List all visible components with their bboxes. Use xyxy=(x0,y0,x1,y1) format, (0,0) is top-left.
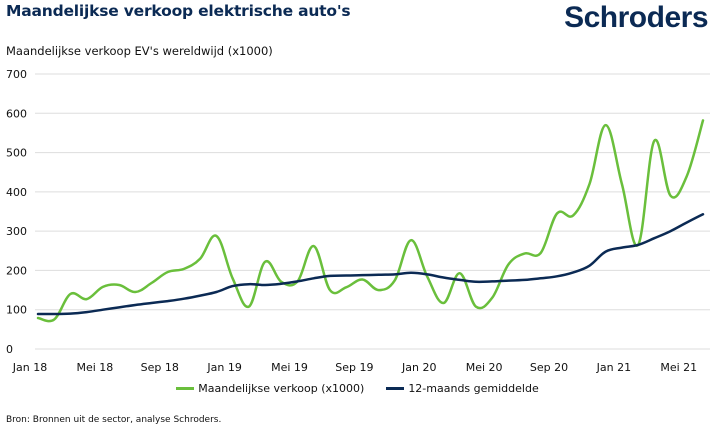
y-tick-label: 500 xyxy=(6,147,27,160)
chart-title: Maandelijkse verkoop elektrische auto's xyxy=(6,2,351,20)
x-tick-label: Mei 20 xyxy=(466,361,503,374)
x-tick-label: Jan 18 xyxy=(12,361,47,374)
x-tick-label: Mei 21 xyxy=(660,361,697,374)
y-tick-label: 100 xyxy=(6,304,27,317)
legend-swatch-average xyxy=(386,387,405,390)
x-tick-label: Mei 19 xyxy=(271,361,308,374)
series-line-average xyxy=(36,213,705,316)
series-lines xyxy=(36,119,705,323)
x-tick-label: Sep 19 xyxy=(335,361,373,374)
legend-item-monthly: Maandelijkse verkoop (x1000) xyxy=(176,382,364,395)
legend-label-monthly: Maandelijkse verkoop (x1000) xyxy=(198,382,365,395)
y-tick-label: 300 xyxy=(6,225,27,238)
x-tick-label: Jan 19 xyxy=(206,361,241,374)
y-tick-label: 200 xyxy=(6,264,27,277)
y-tick-label: 700 xyxy=(6,68,27,81)
y-tick-label: 0 xyxy=(6,343,13,356)
x-tick-label: Jan 21 xyxy=(596,361,631,374)
series-line-monthly xyxy=(36,119,705,323)
gridlines xyxy=(35,73,710,350)
source-note: Bron: Bronnen uit de sector, analyse Sch… xyxy=(6,415,222,425)
y-tick-label: 400 xyxy=(6,186,27,199)
line-chart: 0 100 200 300 400 500 600 700 Jan 18 Mei 18 Sep 1… xyxy=(6,68,710,374)
y-axis-title: Maandelijkse verkoop EV's wereldwijd (x1… xyxy=(6,44,273,58)
x-tick-label: Sep 20 xyxy=(530,361,568,374)
x-tick-label: Sep 18 xyxy=(141,361,179,374)
y-axis-ticks: 0 100 200 300 400 500 600 700 xyxy=(6,68,27,356)
legend-swatch-monthly xyxy=(176,387,195,390)
legend-item-average: 12-maands gemiddelde xyxy=(386,382,539,395)
x-tick-label: Mei 18 xyxy=(76,361,113,374)
schroders-logo: Schroders xyxy=(564,1,708,34)
legend: Maandelijkse verkoop (x1000) 12-maands g… xyxy=(0,382,715,395)
y-tick-label: 600 xyxy=(6,107,27,120)
x-axis-ticks: Jan 18 Mei 18 Sep 18 Jan 19 Mei 19 Sep 19 Jan … xyxy=(12,361,697,374)
legend-label-average: 12-maands gemiddelde xyxy=(408,382,539,395)
x-tick-label: Jan 20 xyxy=(401,361,436,374)
